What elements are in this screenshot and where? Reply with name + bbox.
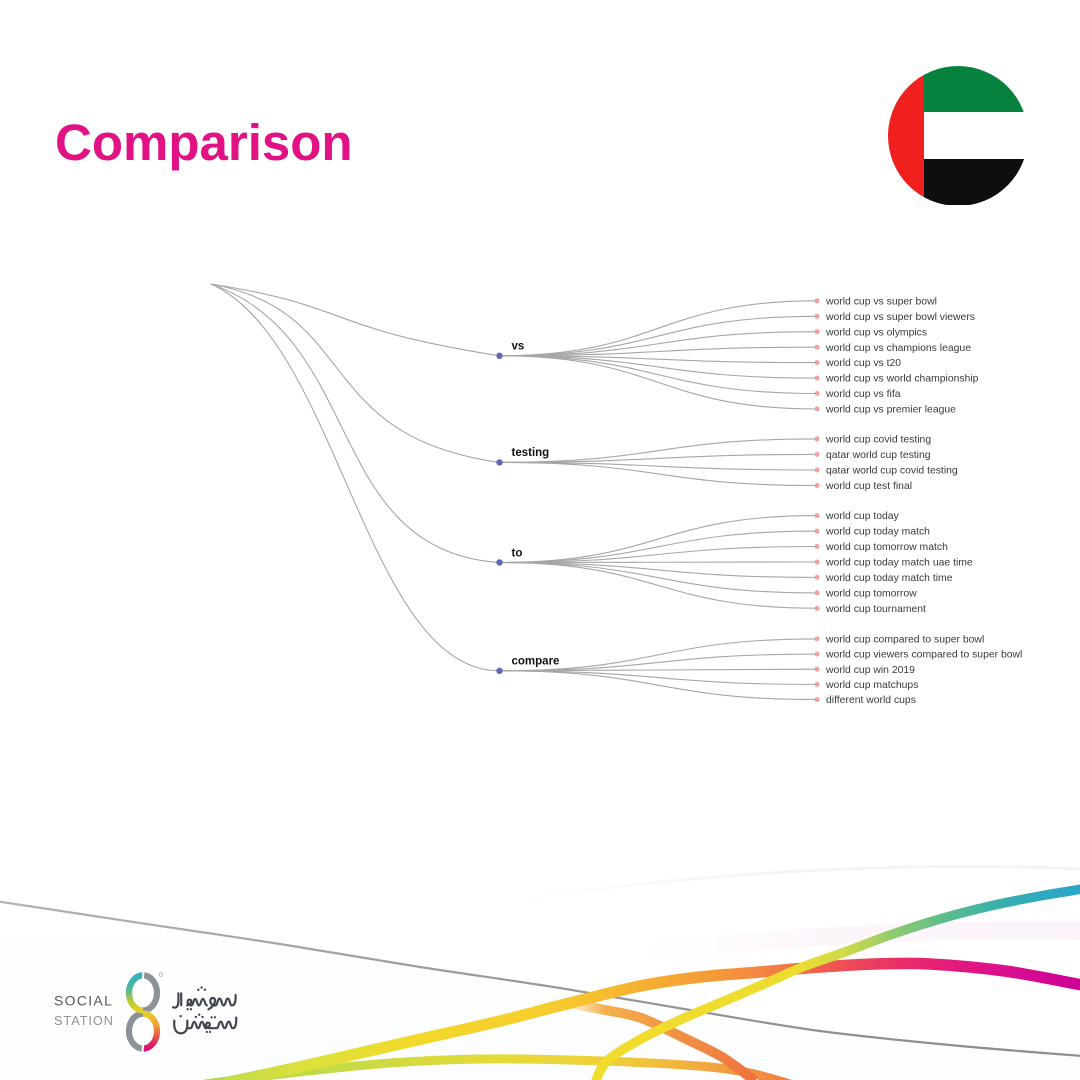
- svg-text:world cup tournament: world cup tournament: [825, 604, 926, 615]
- svg-text:world cup vs olympics: world cup vs olympics: [825, 327, 927, 338]
- svg-text:testing: testing: [512, 447, 550, 459]
- svg-text:world cup win 2019: world cup win 2019: [825, 665, 915, 676]
- svg-text:world cup matchups: world cup matchups: [825, 680, 918, 691]
- svg-text:to: to: [512, 547, 523, 559]
- svg-text:world cup tomorrow: world cup tomorrow: [825, 589, 917, 600]
- svg-text:world cup today match: world cup today match: [825, 527, 930, 538]
- svg-text:compare: compare: [512, 656, 560, 668]
- svg-text:world cup vs super bowl: world cup vs super bowl: [825, 296, 937, 307]
- svg-text:STATION: STATION: [54, 1013, 114, 1028]
- svg-text:world cup today match uae time: world cup today match uae time: [825, 558, 973, 569]
- svg-text:world cup test final: world cup test final: [825, 481, 912, 492]
- svg-text:world cup vs super bowl viewer: world cup vs super bowl viewers: [825, 312, 975, 323]
- svg-text:world cup vs champions league: world cup vs champions league: [825, 343, 971, 354]
- svg-text:SOCIAL: SOCIAL: [54, 993, 113, 1009]
- svg-text:world cup today match time: world cup today match time: [825, 573, 953, 584]
- svg-text:qatar world cup covid testing: qatar world cup covid testing: [826, 466, 958, 477]
- svg-text:world cup vs t20: world cup vs t20: [825, 358, 901, 369]
- svg-text:different world cups: different world cups: [826, 695, 916, 706]
- svg-text:world cup vs premier league: world cup vs premier league: [825, 405, 956, 416]
- svg-text:world cup compared to super bo: world cup compared to super bowl: [825, 635, 984, 646]
- svg-text:vs: vs: [512, 341, 525, 353]
- svg-text:world cup covid testing: world cup covid testing: [825, 435, 931, 446]
- svg-text:qatar world cup testing: qatar world cup testing: [826, 450, 931, 461]
- svg-text:world cup vs fifa: world cup vs fifa: [825, 389, 901, 400]
- svg-text:world cup viewers compared to: world cup viewers compared to super bowl: [825, 650, 1022, 661]
- svg-text:world cup tomorrow match: world cup tomorrow match: [825, 542, 948, 553]
- svg-text:world cup today: world cup today: [825, 511, 900, 522]
- svg-text:world cup vs world championshi: world cup vs world championship: [825, 374, 979, 385]
